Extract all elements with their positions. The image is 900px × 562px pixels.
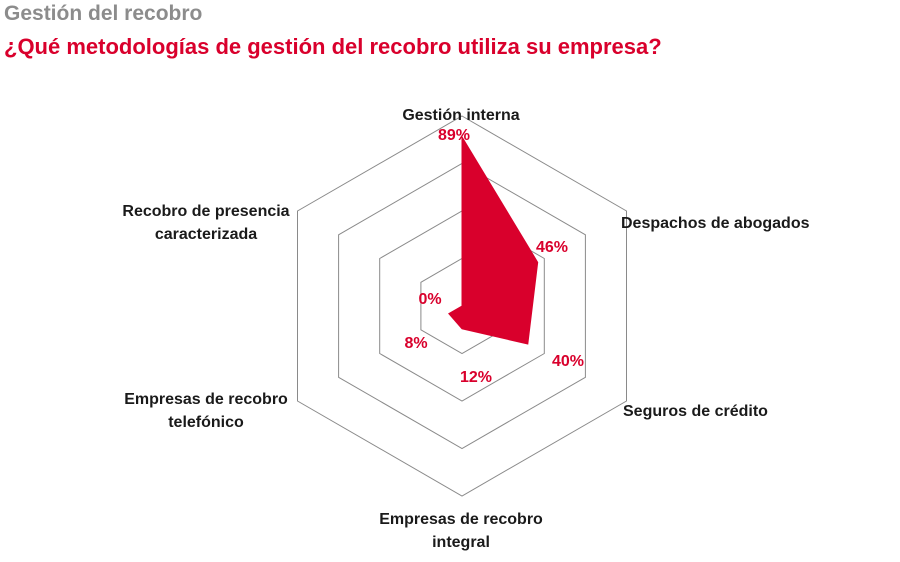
radar-series bbox=[448, 135, 539, 345]
value-labels: 89% 46% 40% 12% 8% 0% bbox=[404, 127, 584, 386]
grid-ring-4 bbox=[297, 115, 627, 497]
axis-label-line: caracterizada bbox=[155, 226, 257, 243]
axis-label-5: Empresas de recobro telefónico bbox=[124, 391, 288, 431]
axis-label-line: Empresas de recobro bbox=[124, 391, 288, 408]
axis-label-line: telefónico bbox=[168, 414, 244, 431]
axis-label-3: Seguros de crédito bbox=[623, 403, 768, 420]
value-label-4: 12% bbox=[460, 369, 492, 386]
axis-label-line: Recobro de presencia bbox=[122, 203, 289, 220]
radar-grid bbox=[297, 115, 627, 497]
axis-label-line: integral bbox=[432, 534, 490, 551]
axis-label-line: Gestión interna bbox=[402, 107, 519, 124]
value-label-2: 46% bbox=[536, 239, 568, 256]
grid-ring-2 bbox=[379, 210, 545, 402]
axis-label-4: Empresas de recobro integral bbox=[379, 511, 543, 551]
series-area bbox=[448, 135, 539, 345]
value-label-6: 0% bbox=[418, 291, 441, 308]
grid-ring-3 bbox=[338, 162, 586, 450]
value-label-3: 40% bbox=[552, 353, 584, 370]
axis-label-1: Gestión interna bbox=[402, 107, 519, 124]
value-label-5: 8% bbox=[404, 335, 427, 352]
chart-title: Gestión del recobro bbox=[4, 2, 203, 25]
axis-label-2: Despachos de abogados bbox=[621, 215, 810, 232]
chart-subtitle: ¿Qué metodologías de gestión del recobro… bbox=[4, 34, 662, 59]
axis-labels: Gestión interna Despachos de abogados Segu… bbox=[122, 107, 809, 551]
axis-label-line: Seguros de crédito bbox=[623, 403, 768, 420]
axis-label-6: Recobro de presencia caracterizada bbox=[122, 203, 289, 243]
value-label-1: 89% bbox=[438, 127, 470, 144]
axis-label-line: Empresas de recobro bbox=[379, 511, 543, 528]
axis-label-line: Despachos de abogados bbox=[621, 215, 810, 232]
